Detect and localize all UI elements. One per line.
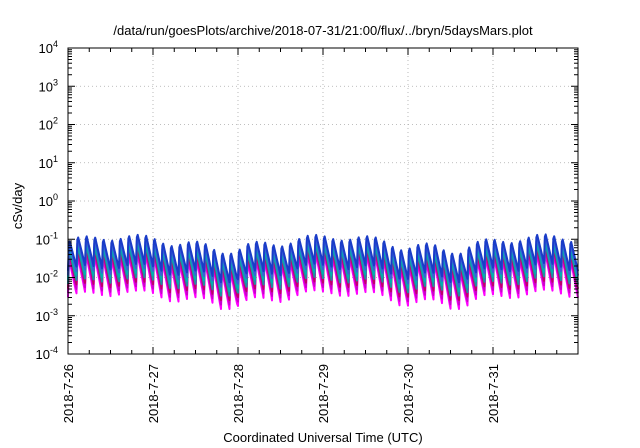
y-tick-label: 10-3 <box>36 307 58 324</box>
y-tick-label: 102 <box>39 116 58 133</box>
y-tick-label: 10-2 <box>36 269 58 286</box>
y-tick-label: 100 <box>39 192 58 209</box>
y-tick-exponent: 0 <box>53 192 58 202</box>
y-tick-exponent: 1 <box>53 154 58 164</box>
y-tick-exponent: 4 <box>53 39 58 49</box>
x-tick-label: 2018-7-27 <box>146 364 161 423</box>
x-tick-label: 2018-7-30 <box>401 364 416 423</box>
x-axis-label: Coordinated Universal Time (UTC) <box>223 430 422 445</box>
x-tick-labels: 2018-7-26 2018-7-27 2018-7-28 2018-7-29 2018… <box>61 364 501 423</box>
axis-ticks <box>67 47 578 355</box>
series-line <box>67 243 579 297</box>
series-line <box>67 240 579 293</box>
chart-title: /data/run/goesPlots/archive/2018-07-31/2… <box>113 23 533 38</box>
y-tick-exponent: -1 <box>50 230 58 240</box>
y-tick-exponent: 2 <box>53 116 58 126</box>
y-tick-label: 101 <box>39 154 58 171</box>
y-axis-label: cSv/day <box>10 182 25 229</box>
y-tick-exponent: -2 <box>50 269 58 279</box>
x-tick-label: 2018-7-31 <box>486 364 501 423</box>
y-tick-label: 10-1 <box>36 230 58 247</box>
y-tick-exponent: -4 <box>50 345 58 355</box>
y-tick-exponent: -3 <box>50 307 58 317</box>
y-tick-exponent: 3 <box>53 77 58 87</box>
series-line <box>67 247 579 302</box>
series-line <box>67 250 579 306</box>
series-line <box>67 233 579 284</box>
x-tick-label: 2018-7-28 <box>231 364 246 423</box>
x-tick-label: 2018-7-26 <box>61 364 76 423</box>
grid <box>68 48 578 354</box>
y-tick-label: 10-4 <box>36 345 58 362</box>
y-tick-label: 103 <box>39 77 58 94</box>
series-line <box>67 236 579 288</box>
series-line <box>67 254 579 311</box>
x-tick-label: 2018-7-29 <box>316 364 331 423</box>
series-group <box>67 233 579 311</box>
y-tick-label: 104 <box>39 39 58 56</box>
